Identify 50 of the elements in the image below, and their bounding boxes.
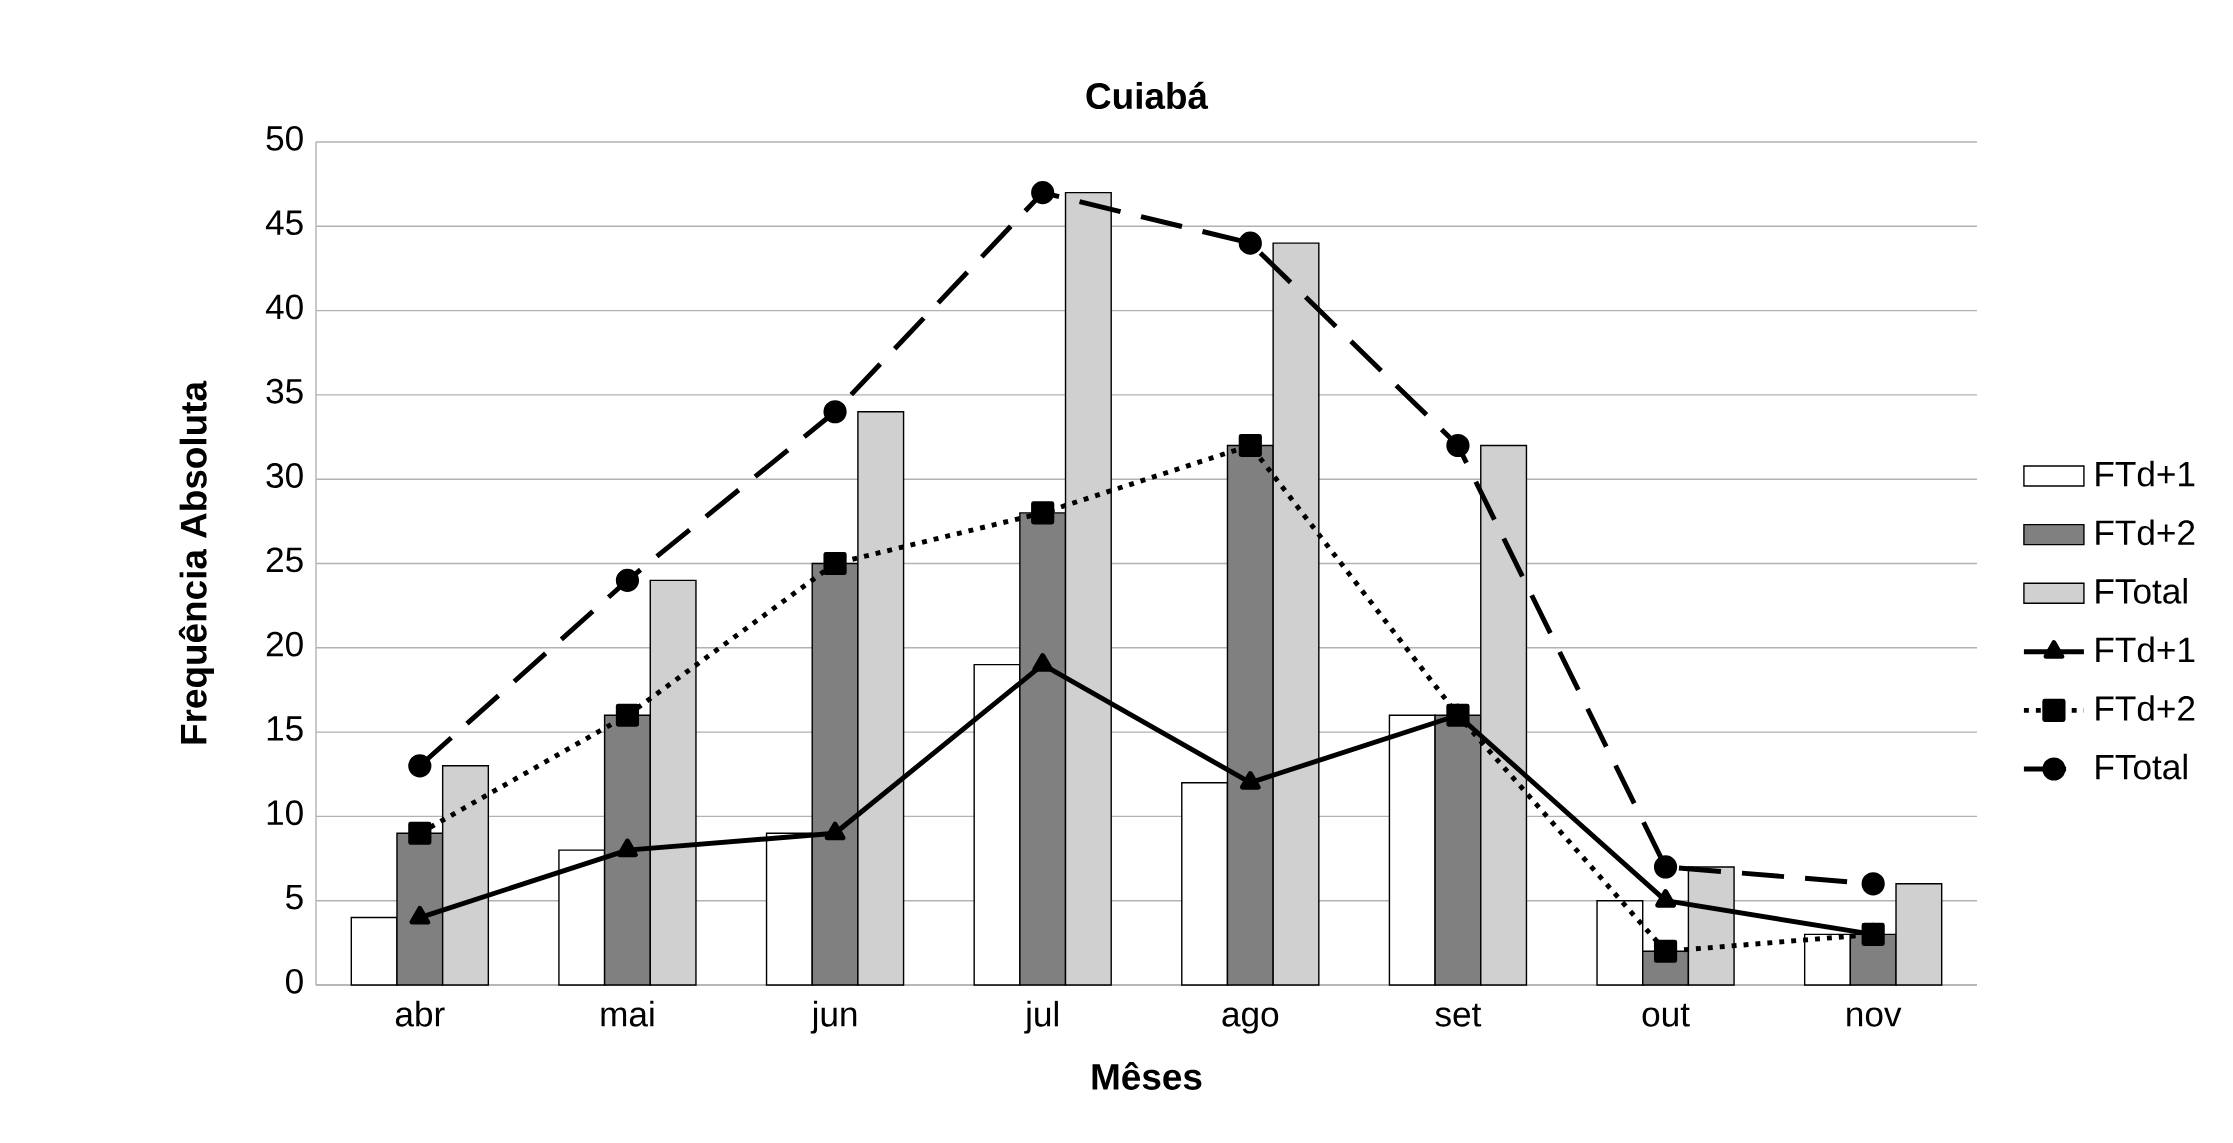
point [1238,231,1262,255]
x-tick-label: set [1435,1003,1482,1027]
point [1238,433,1262,458]
x-tick-label: mai [601,1000,654,1027]
x-axis-title: Mêses [1092,1062,1202,1090]
y-tick-label: 50 [266,125,303,151]
y-tick-label: 25 [266,547,303,573]
y-tick-label: 15 [267,716,303,741]
point [615,568,640,592]
point [1653,855,1678,879]
y-tick-label: 10 [267,800,303,826]
point [1239,771,1261,790]
legend-label: FTotal [2096,753,2187,780]
point [1032,653,1054,672]
x-tick-label: abr [395,1000,445,1027]
point [615,703,640,727]
y-tick-label: 5 [286,884,303,910]
chart-title: Cuiabá [1086,81,1209,110]
legend-label: FTd+1 [2096,460,2195,487]
point [1446,433,1470,458]
y-tick-label: 0 [286,968,303,994]
point [408,754,432,778]
x-tick-label: jul [1024,1000,1058,1034]
x-tick-label: ago [1222,1007,1279,1034]
y-tick-label: 40 [265,294,303,320]
point [1653,939,1678,963]
point [409,905,431,925]
point [823,400,847,424]
point [408,821,432,845]
legend-label: FTd+2 [2096,519,2195,546]
x-tick-label: nov [1847,1007,1902,1027]
point [1861,922,1885,946]
y-tick-label: 35 [266,378,303,404]
point [824,821,846,841]
point [1446,703,1470,727]
legend-label: FTd+2 [2096,695,2195,721]
y-tick-label: 45 [265,210,303,236]
point [1031,180,1055,205]
y-tick-label: 30 [266,463,303,488]
point [1861,872,1885,896]
y-axis-title: Frequência Absoluta [178,380,215,744]
x-tick-label: out [1642,1003,1690,1027]
point [1031,501,1055,525]
point [617,838,638,858]
y-tick-label: 20 [266,631,303,657]
point [823,551,847,576]
x-tick-label: jun [810,1000,857,1034]
legend-label: FTotal [2096,577,2187,604]
point [1655,889,1676,908]
legend-label: FTd+1 [2096,636,2195,663]
